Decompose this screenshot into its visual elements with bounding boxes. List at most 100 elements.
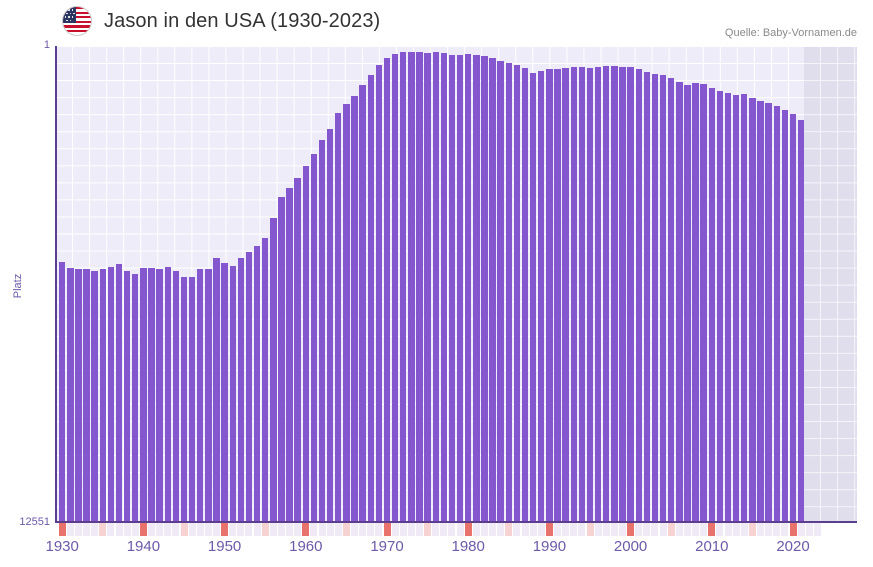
bar-1999[interactable] <box>619 67 626 522</box>
bar-2002[interactable] <box>643 72 651 522</box>
bar-1964[interactable] <box>335 113 342 522</box>
bar-1961[interactable] <box>310 154 318 522</box>
bar-1942[interactable] <box>156 269 163 522</box>
bar-1954[interactable] <box>253 246 261 522</box>
bar-2012[interactable] <box>724 93 732 522</box>
bar-1932[interactable] <box>75 269 82 522</box>
bar-1966[interactable] <box>351 96 358 522</box>
bar-1993[interactable] <box>570 67 577 522</box>
bar-1997[interactable] <box>603 66 610 522</box>
bar-2020[interactable] <box>789 114 797 522</box>
bar-1983[interactable] <box>489 58 496 522</box>
bar-2005[interactable] <box>668 78 675 522</box>
x-tick-1933 <box>83 523 91 536</box>
bar-2004[interactable] <box>659 75 667 522</box>
bar-1936[interactable] <box>107 267 115 522</box>
bar-2001[interactable] <box>635 69 642 522</box>
bar-1992[interactable] <box>562 68 569 522</box>
bar-1935[interactable] <box>99 269 106 522</box>
bar-1968[interactable] <box>367 75 374 522</box>
bar-2013[interactable] <box>732 95 740 522</box>
bar-1957[interactable] <box>278 197 285 522</box>
bar-1947[interactable] <box>197 269 204 522</box>
bar-2008[interactable] <box>692 83 699 522</box>
bar-1977[interactable] <box>440 53 448 522</box>
bar-1930[interactable] <box>59 262 66 522</box>
bar-1985[interactable] <box>505 63 512 522</box>
bar-1988[interactable] <box>529 73 537 522</box>
bar-1974[interactable] <box>416 52 423 522</box>
bar-2019[interactable] <box>781 110 789 522</box>
bar-2009[interactable] <box>700 84 707 522</box>
x-tick-2001 <box>635 523 643 536</box>
bar-2010[interactable] <box>708 88 715 522</box>
bar-1976[interactable] <box>432 52 439 522</box>
bar-1987[interactable] <box>521 68 529 522</box>
bar-1940[interactable] <box>140 268 147 522</box>
bar-1990[interactable] <box>546 69 553 522</box>
bar-1934[interactable] <box>91 271 98 522</box>
bar-1971[interactable] <box>391 54 399 522</box>
x-tick-2010 <box>708 523 716 536</box>
bar-1982[interactable] <box>481 56 488 522</box>
bar-1948[interactable] <box>205 269 212 522</box>
y-axis-title: Platz <box>12 273 24 299</box>
bar-2018[interactable] <box>773 106 780 522</box>
bar-1963[interactable] <box>326 129 334 522</box>
bar-1939[interactable] <box>132 274 139 522</box>
bar-1972[interactable] <box>400 52 407 522</box>
x-tick-1935 <box>99 523 107 536</box>
bar-1994[interactable] <box>578 67 586 522</box>
bar-2021[interactable] <box>797 120 805 522</box>
bar-1959[interactable] <box>294 178 301 522</box>
bar-1951[interactable] <box>229 266 236 522</box>
bar-1941[interactable] <box>148 268 155 522</box>
bar-1933[interactable] <box>83 269 90 522</box>
x-tick-1958 <box>286 523 294 536</box>
x-tick-1977 <box>440 523 448 536</box>
bar-1996[interactable] <box>594 67 602 522</box>
bar-1991[interactable] <box>554 69 561 522</box>
bar-1969[interactable] <box>375 65 383 522</box>
bar-2000[interactable] <box>627 67 634 522</box>
bar-2006[interactable] <box>676 82 683 522</box>
bar-1960[interactable] <box>302 166 309 522</box>
bar-1989[interactable] <box>538 71 545 522</box>
bar-1945[interactable] <box>180 277 188 522</box>
bar-1958[interactable] <box>286 188 293 522</box>
bar-1944[interactable] <box>172 271 180 522</box>
bar-1980[interactable] <box>465 54 472 522</box>
bar-1978[interactable] <box>448 55 456 522</box>
bar-1981[interactable] <box>473 55 480 522</box>
bar-2011[interactable] <box>716 91 724 522</box>
bar-1937[interactable] <box>115 264 123 522</box>
bar-1943[interactable] <box>164 267 171 522</box>
bar-1953[interactable] <box>245 252 253 522</box>
bar-1950[interactable] <box>221 263 228 522</box>
bar-1975[interactable] <box>424 53 431 522</box>
bar-2003[interactable] <box>651 74 659 522</box>
bar-1956[interactable] <box>270 218 277 522</box>
bar-1970[interactable] <box>383 58 391 522</box>
x-axis-label-2010: 2010 <box>695 538 729 555</box>
bar-1984[interactable] <box>497 61 504 522</box>
bar-2016[interactable] <box>757 101 764 522</box>
bar-2017[interactable] <box>765 103 772 522</box>
bar-1938[interactable] <box>123 271 131 522</box>
bar-1946[interactable] <box>188 277 196 522</box>
bar-1998[interactable] <box>611 66 618 522</box>
bar-1965[interactable] <box>343 104 350 522</box>
bar-2007[interactable] <box>684 85 691 522</box>
bar-1986[interactable] <box>513 65 521 522</box>
bar-1967[interactable] <box>359 85 366 522</box>
bar-1979[interactable] <box>456 55 464 522</box>
bar-1949[interactable] <box>213 258 220 522</box>
bar-1931[interactable] <box>67 268 74 522</box>
bar-1962[interactable] <box>318 140 326 522</box>
bar-1952[interactable] <box>237 258 245 522</box>
bar-1995[interactable] <box>586 68 594 522</box>
bar-1973[interactable] <box>408 52 415 522</box>
bar-1955[interactable] <box>262 238 269 522</box>
bar-2014[interactable] <box>741 94 748 522</box>
bar-2015[interactable] <box>749 98 756 522</box>
